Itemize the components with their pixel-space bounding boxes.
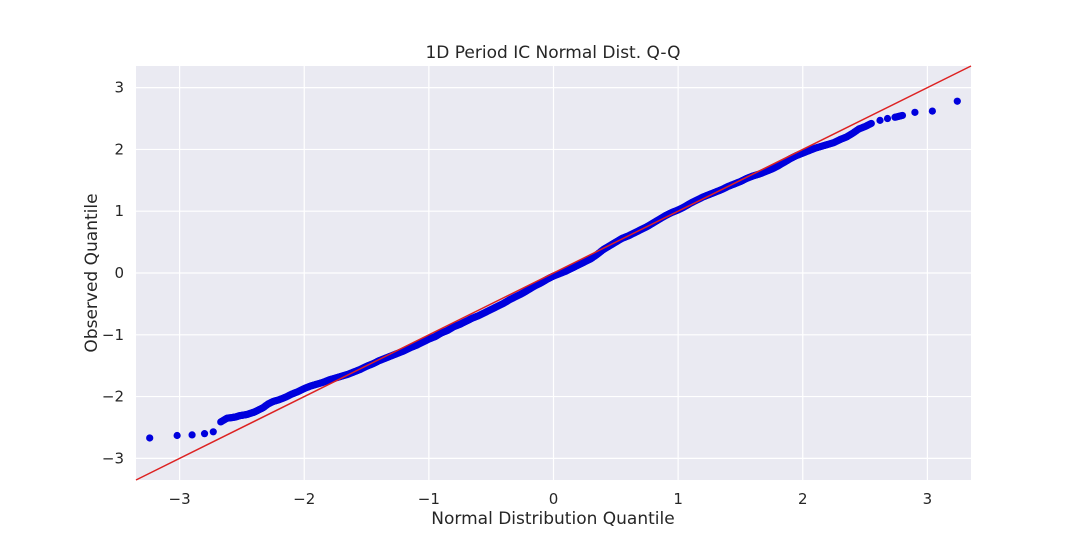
- x-tick-label: 2: [798, 490, 808, 508]
- data-point: [146, 434, 154, 442]
- chart-title: 1D Period IC Normal Dist. Q-Q: [425, 43, 680, 63]
- data-point: [867, 119, 875, 128]
- y-tick-label: −2: [102, 388, 124, 406]
- data-point: [188, 431, 196, 439]
- y-tick-label: 2: [114, 140, 124, 158]
- x-tick-label: −1: [418, 490, 440, 508]
- data-point: [209, 428, 217, 436]
- y-tick-label: 3: [114, 79, 124, 97]
- x-tick-label: −3: [169, 490, 191, 508]
- y-axis-label: Observed Quantile: [82, 193, 102, 352]
- x-tick-label: −2: [293, 490, 315, 508]
- x-tick-label: 1: [673, 490, 683, 508]
- y-tick-label: 1: [114, 202, 124, 220]
- data-point: [928, 107, 936, 115]
- x-axis-label: Normal Distribution Quantile: [431, 509, 674, 529]
- x-tick-label: 3: [923, 490, 933, 508]
- data-point: [173, 431, 181, 440]
- x-axis-ticks: −3 −2 −1 0 1 2 3: [169, 490, 933, 508]
- x-tick-label: 0: [549, 490, 559, 508]
- data-point: [883, 114, 892, 123]
- data-point: [911, 108, 919, 116]
- y-tick-label: −3: [102, 449, 124, 467]
- data-point: [200, 430, 209, 438]
- y-axis-ticks: −3 −2 −1 0 1 2 3: [102, 79, 124, 468]
- reference-line: [135, 65, 972, 481]
- y-tick-label: −1: [102, 326, 124, 344]
- y-tick-label: 0: [114, 264, 124, 282]
- data-point: [953, 97, 961, 105]
- data-points: [146, 97, 961, 442]
- data-point: [876, 116, 884, 124]
- data-point: [898, 111, 907, 120]
